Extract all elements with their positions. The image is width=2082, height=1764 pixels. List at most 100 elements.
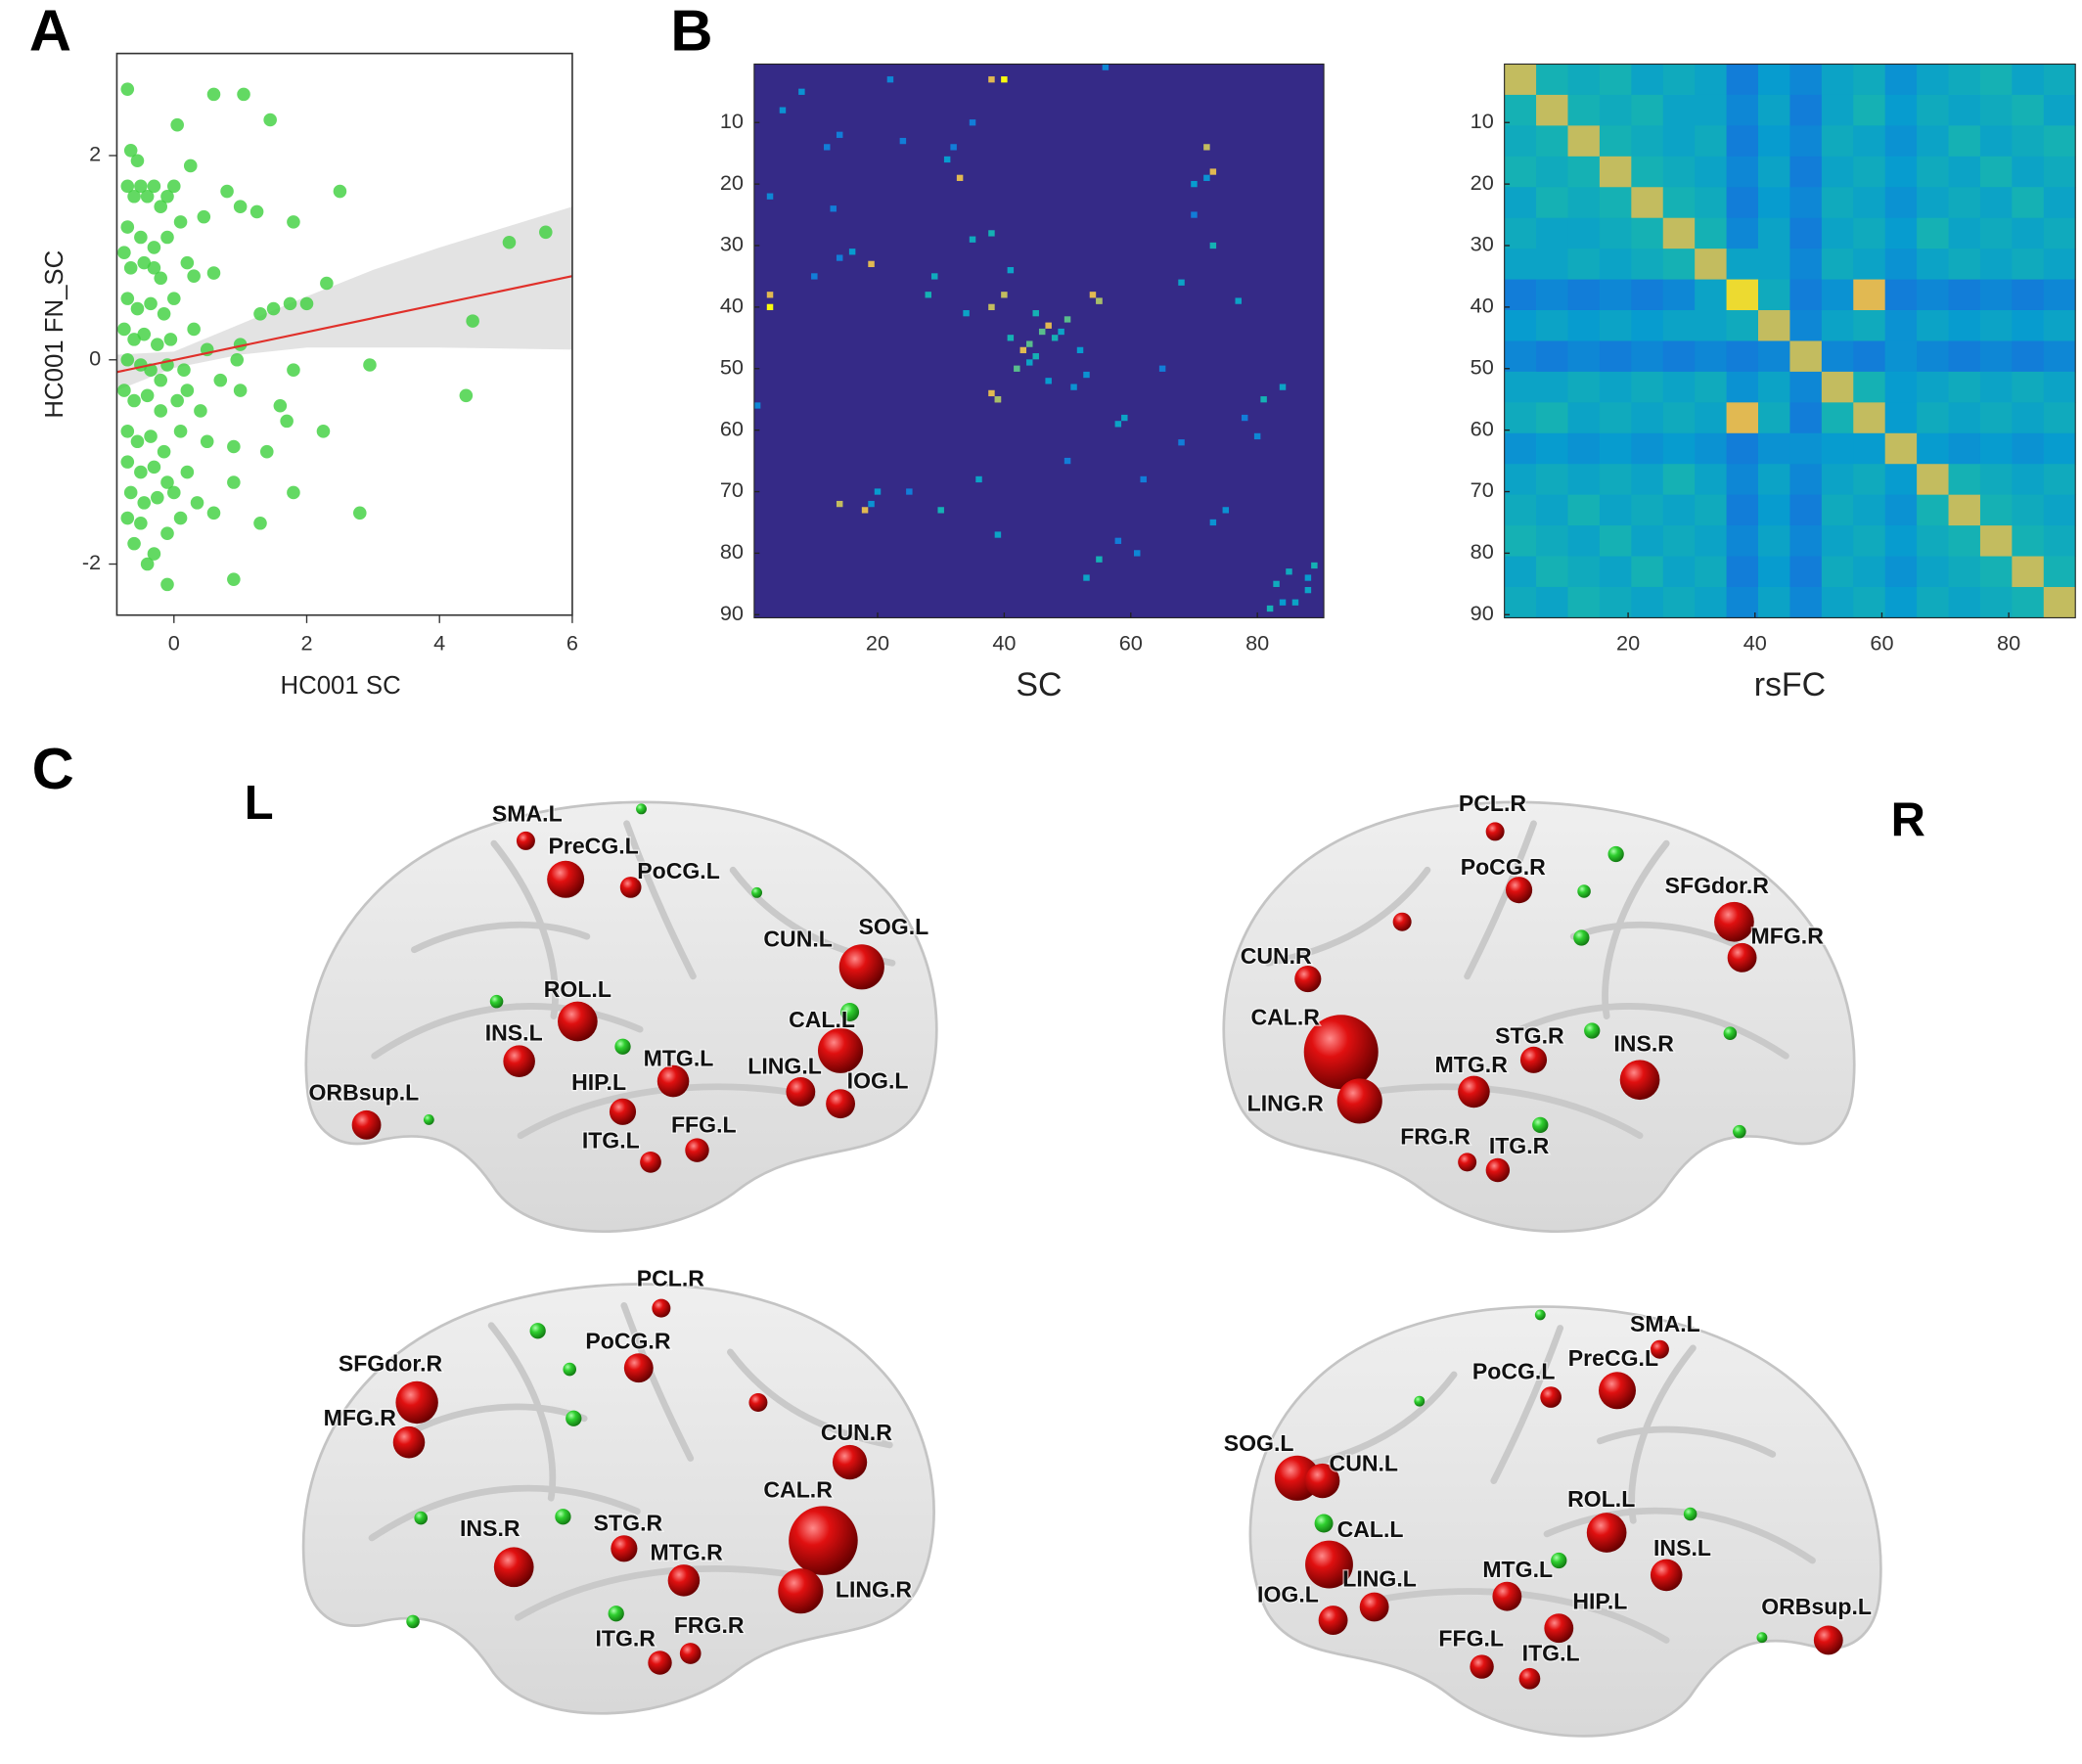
heatmap-cell: [1599, 125, 1632, 158]
heatmap-cell: [1695, 94, 1727, 126]
node-sphere: [619, 877, 642, 898]
scatter-point: [154, 404, 167, 418]
y-tick-label: 10: [720, 109, 744, 133]
node-label: INS.L: [1653, 1535, 1711, 1560]
heatmap-cell: [1917, 125, 1949, 158]
x-tick-label: 20: [866, 630, 889, 655]
node-sphere: [547, 860, 585, 898]
heatmap-cell: [1504, 464, 1537, 496]
node-label: PoCG.R: [1461, 854, 1546, 880]
heatmap-cell: [1758, 402, 1790, 434]
heatmap-cell: [1536, 64, 1568, 96]
x-tick-label: 60: [1870, 630, 1893, 655]
heatmap-cell: [753, 402, 761, 409]
heatmap-cell: [1304, 574, 1312, 581]
node-sphere: [351, 1109, 382, 1140]
heatmap-cell: [994, 531, 1002, 538]
heatmap-cell: [1979, 494, 2013, 526]
heatmap-cell: [1758, 94, 1790, 126]
scatter-point: [183, 158, 198, 173]
x-tick-label: 80: [1245, 630, 1269, 655]
y-tick-label: 10: [1471, 109, 1494, 133]
heatmap-cell: [1917, 217, 1949, 249]
heatmap-cell: [1917, 556, 1949, 588]
heatmap-cell: [1853, 432, 1886, 465]
heatmap-cell: [1019, 346, 1027, 354]
scatter-point: [273, 398, 288, 413]
heatmap-cell: [1821, 94, 1854, 126]
heatmap-cell: [1726, 371, 1759, 403]
heatmap-cell: [1536, 340, 1568, 373]
y-tick-label: 30: [1471, 232, 1494, 256]
heatmap-cell: [1567, 64, 1601, 96]
heatmap-cell: [1599, 310, 1632, 341]
heatmap-cell: [1948, 279, 1981, 311]
heatmap-cell: [1007, 267, 1015, 274]
node-sphere: [609, 1098, 637, 1125]
scatter-point: [130, 434, 145, 449]
brain-sulcus: [408, 1403, 588, 1435]
heatmap-cell: [1599, 217, 1632, 249]
heatmap-cell: [1662, 187, 1696, 219]
scatter-point: [120, 352, 135, 367]
heatmap-cell: [1089, 292, 1097, 298]
scatter-point: [120, 292, 135, 305]
heatmap-cell: [1726, 125, 1759, 158]
heatmap-cell: [1662, 371, 1696, 403]
heatmap-cell: [1917, 464, 1949, 496]
heatmap-cell: [1979, 217, 2013, 249]
scatter-point: [137, 327, 152, 341]
node-label: MTG.R: [650, 1539, 723, 1564]
heatmap-cell: [1567, 464, 1601, 496]
node-sphere: [623, 1353, 654, 1383]
y-tick-label: 80: [1471, 539, 1494, 564]
node-label: FFG.L: [1438, 1626, 1504, 1651]
node-sphere: [1544, 1613, 1574, 1644]
node-sphere: [1336, 1078, 1382, 1124]
scatter-point: [206, 87, 221, 102]
heatmap-cell: [1758, 187, 1790, 219]
heatmap-cell: [1026, 359, 1033, 366]
brain-sulcus: [1290, 1371, 1458, 1471]
heatmap-cell: [1114, 537, 1122, 544]
heatmap-cell: [1884, 340, 1918, 373]
heatmap-cell: [988, 76, 995, 83]
node-label: LING.R: [836, 1576, 912, 1602]
heatmap-cell: [1726, 340, 1759, 373]
heatmap-cell: [1789, 310, 1823, 341]
heatmap-cell: [1979, 556, 2013, 588]
heatmap-cell: [1821, 556, 1854, 588]
heatmap-cell: [1631, 494, 1664, 526]
heatmap-cell: [1662, 464, 1696, 496]
heatmap-cell: [2043, 94, 2076, 126]
scatter-point: [187, 269, 201, 283]
heatmap-cell: [1045, 378, 1052, 384]
heatmap-cell: [1948, 156, 1981, 188]
heatmap-cell: [1821, 432, 1854, 465]
heatmap-cell: [1631, 371, 1664, 403]
heatmap-cell: [1178, 439, 1185, 446]
scatter-point: [160, 475, 174, 489]
heatmap-cell: [1695, 464, 1727, 496]
heatmap-cell: [1279, 384, 1287, 390]
heatmap-cell: [1758, 310, 1790, 341]
brain-sulcus: [1464, 820, 1537, 980]
heatmap-cell: [1789, 156, 1823, 188]
heatmap-cell: [1631, 94, 1664, 126]
heatmap-cell: [2012, 217, 2045, 249]
heatmap-cell: [1853, 402, 1886, 434]
node-sphere: [1303, 1015, 1379, 1090]
scatter-point: [260, 444, 274, 459]
heatmap-cell: [2043, 217, 2076, 249]
heatmap-cell: [1662, 586, 1696, 618]
heatmap-cell: [988, 303, 995, 311]
heatmap-cell: [1726, 187, 1759, 219]
heatmap-cell: [1662, 125, 1696, 158]
heatmap-cell: [886, 76, 894, 83]
heatmap-cell: [1631, 340, 1664, 373]
heatmap-cell: [1051, 335, 1059, 341]
scatter-point: [206, 266, 221, 280]
heatmap-cell: [1662, 249, 1696, 280]
heatmap-cell: [1014, 365, 1020, 372]
